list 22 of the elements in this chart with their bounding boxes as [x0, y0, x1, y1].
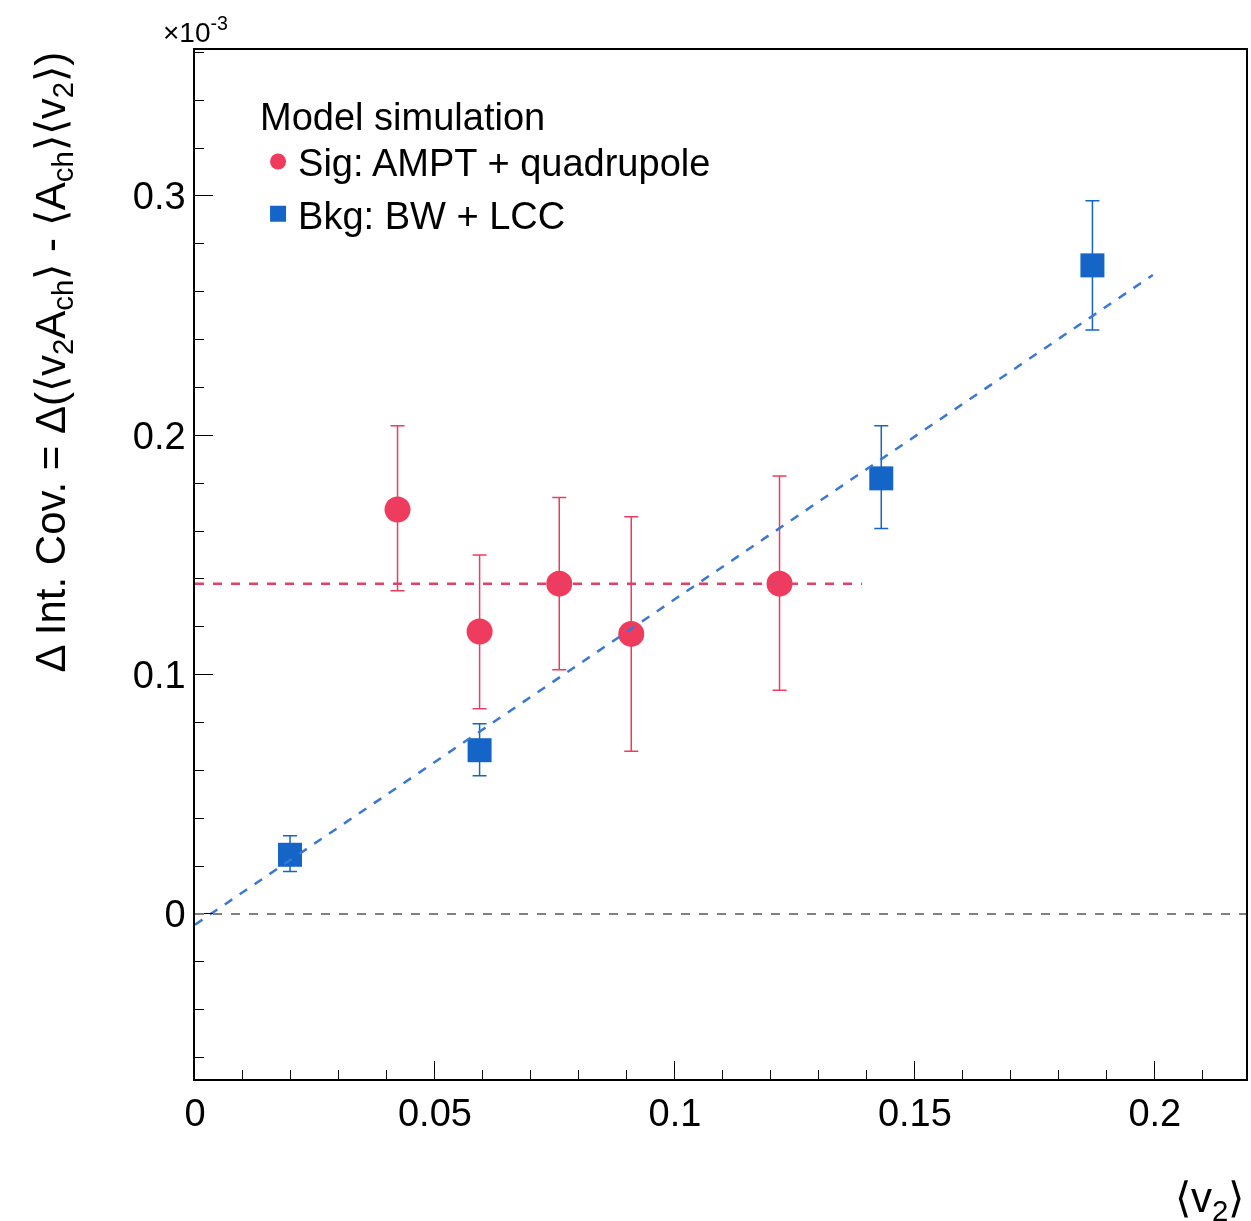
x-tick-label: 0.15 [877, 1092, 952, 1135]
point [466, 618, 493, 645]
point [766, 570, 793, 597]
point [869, 466, 894, 491]
text: ×10$^{-3}$ [163, 12, 229, 48]
point [278, 842, 303, 867]
point [467, 738, 492, 763]
legend-title: Model simulation [260, 96, 546, 139]
x-axis-title: ⟨v$_{2}$⟩ [1175, 1174, 1245, 1221]
y-tick-label: 0.3 [132, 175, 186, 218]
y-tick-label: 0 [164, 893, 186, 936]
point [546, 570, 573, 597]
legend-label: Sig: AMPT + quadrupole [298, 142, 711, 185]
y-tick-label: 0.1 [132, 653, 186, 696]
point [1080, 253, 1105, 278]
point [618, 620, 645, 647]
x-tick-label: 0.2 [1128, 1092, 1182, 1135]
point [384, 496, 411, 523]
x-tick-label: 0.05 [397, 1092, 472, 1135]
y-tick-label: 0.2 [132, 414, 186, 457]
x-tick-label: 0.1 [648, 1092, 702, 1135]
legend-label: Bkg: BW + LCC [298, 194, 566, 237]
